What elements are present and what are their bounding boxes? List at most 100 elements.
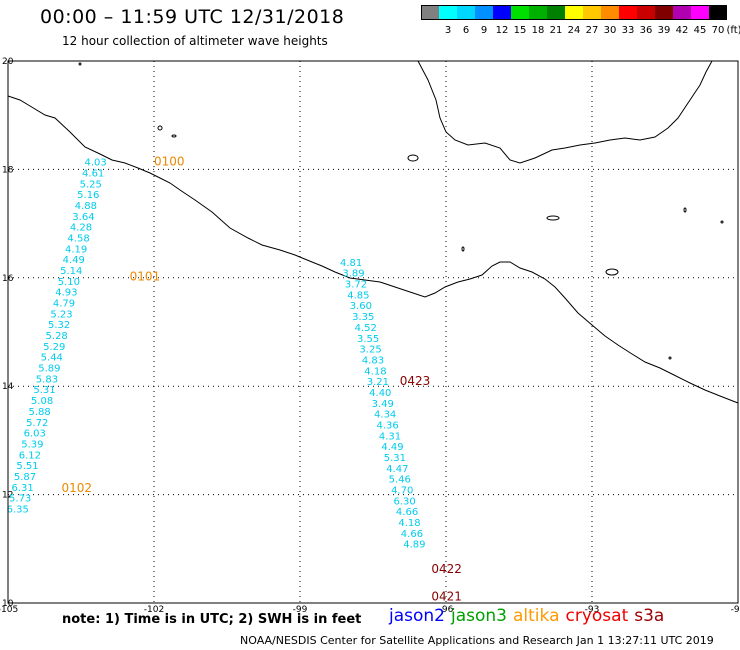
pass-time-label: 0100 — [154, 155, 185, 169]
legend-label: 9 — [480, 25, 488, 36]
island — [407, 154, 419, 162]
pass-time-label: 0421 — [431, 589, 462, 603]
swh-value: 5.31 — [384, 453, 406, 464]
swh-value: 4.31 — [379, 431, 401, 442]
swh-value: 4.88 — [75, 201, 97, 212]
pass-time-labels: 0100 0101 0102 0423 0422 0421 — [62, 155, 462, 604]
legend-swatch — [709, 5, 727, 20]
swh-value: 5.16 — [77, 190, 99, 201]
pass-time-label: 0423 — [400, 374, 431, 388]
island — [683, 207, 687, 213]
swh-value: 5.51 — [16, 461, 38, 472]
legend-label: 27 — [585, 25, 599, 36]
swh-value: 4.18 — [398, 518, 420, 529]
swh-value: 5.10 — [58, 277, 80, 288]
legend-swatch — [565, 5, 583, 20]
lon-tick-label: -96 — [439, 605, 454, 615]
swh-value: 4.66 — [396, 507, 418, 518]
island — [461, 246, 465, 252]
satellite-tracks: 4.034.615.255.164.883.644.284.584.194.49… — [7, 158, 426, 551]
pass-time-label: 0101 — [130, 270, 161, 284]
pass-time-label: 0422 — [431, 562, 462, 576]
swh-value: 4.61 — [82, 168, 104, 179]
island — [78, 62, 82, 66]
legend-swatch — [691, 5, 709, 20]
legend-swatch — [475, 5, 493, 20]
swh-value: 3.35 — [352, 312, 374, 323]
swh-value: 5.39 — [21, 439, 43, 450]
legend-label: 18 — [531, 25, 545, 36]
swh-value: 5.73 — [9, 494, 31, 505]
swh-value: 4.93 — [55, 288, 77, 299]
island — [171, 134, 177, 138]
swh-value: 4.40 — [369, 388, 391, 399]
satellite-name-jason2: jason2 — [389, 606, 445, 626]
lat-lon-grid — [8, 61, 738, 603]
swh-value: 4.19 — [65, 244, 87, 255]
legend-label: 6 — [462, 25, 470, 36]
swh-value: 3.49 — [372, 399, 394, 410]
legend-swatch — [583, 5, 601, 20]
swh-value: 4.03 — [84, 158, 106, 169]
legend-swatch — [493, 5, 511, 20]
swh-value: 5.29 — [43, 342, 65, 353]
island — [157, 125, 163, 131]
swh-value: 5.87 — [14, 472, 36, 483]
swh-value: 4.83 — [362, 355, 384, 366]
swh-value: 4.79 — [53, 299, 75, 310]
legend-swatch — [421, 5, 439, 20]
legend-label: 45 — [693, 25, 707, 36]
swh-value: 5.08 — [31, 396, 53, 407]
legend-swatch — [601, 5, 619, 20]
legend-label: 24 — [567, 25, 581, 36]
swh-value: 6.30 — [394, 496, 416, 507]
swh-value: 3.25 — [359, 345, 381, 356]
swh-value: 5.88 — [29, 407, 51, 418]
legend-swatch — [673, 5, 691, 20]
legend-swatch — [637, 5, 655, 20]
swh-value: 5.46 — [389, 475, 411, 486]
lon-tick-label: -102 — [144, 605, 164, 615]
swh-value: 4.49 — [381, 442, 403, 453]
swh-value: 5.83 — [36, 374, 58, 385]
swh-value: 5.31 — [33, 385, 55, 396]
legend-swatch — [439, 5, 457, 20]
legend-label: 42 — [675, 25, 689, 36]
lon-tick-label: -93 — [585, 605, 600, 615]
legend-label: 39 — [657, 25, 671, 36]
swh-value: 5.28 — [46, 331, 68, 342]
legend-label: 3 — [444, 25, 452, 36]
legend-swatch — [529, 5, 547, 20]
legend-swatch — [547, 5, 565, 20]
legend-label: 36 — [639, 25, 653, 36]
swh-value: 3.64 — [72, 212, 94, 223]
swh-value: 4.28 — [70, 223, 92, 234]
legend-frame — [421, 5, 727, 20]
legend-swatch — [655, 5, 673, 20]
legend-unit: (ft) — [726, 25, 740, 36]
swh-value: 4.18 — [364, 366, 386, 377]
swh-value: 4.58 — [67, 233, 89, 244]
swh-value: 4.49 — [63, 255, 85, 266]
swh-value: 5.25 — [80, 179, 102, 190]
lon-tick-label: -99 — [293, 605, 308, 615]
lat-tick-label: 10 — [2, 599, 14, 609]
swh-value: 4.85 — [347, 290, 369, 301]
swh-value: 4.47 — [386, 464, 408, 475]
footer-credit: NOAA/NESDIS Center for Satellite Applica… — [240, 634, 714, 647]
swh-value: 5.14 — [60, 266, 82, 277]
swh-value: 6.12 — [19, 450, 41, 461]
island — [605, 268, 619, 276]
island — [720, 220, 724, 224]
swh-value: 3.89 — [342, 269, 364, 280]
legend-label: 12 — [495, 25, 509, 36]
swh-value: 4.81 — [340, 258, 362, 269]
legend-label: 70 — [711, 25, 725, 36]
pass-time-label: 0102 — [62, 481, 93, 495]
lon-tick-label: -105 — [0, 605, 18, 615]
satellite-name-cryosat: cryosat — [565, 606, 629, 626]
swh-value: 4.34 — [374, 410, 396, 421]
swh-value: 4.70 — [391, 486, 413, 497]
swh-value: 3.55 — [357, 334, 379, 345]
coastline — [7, 60, 739, 404]
